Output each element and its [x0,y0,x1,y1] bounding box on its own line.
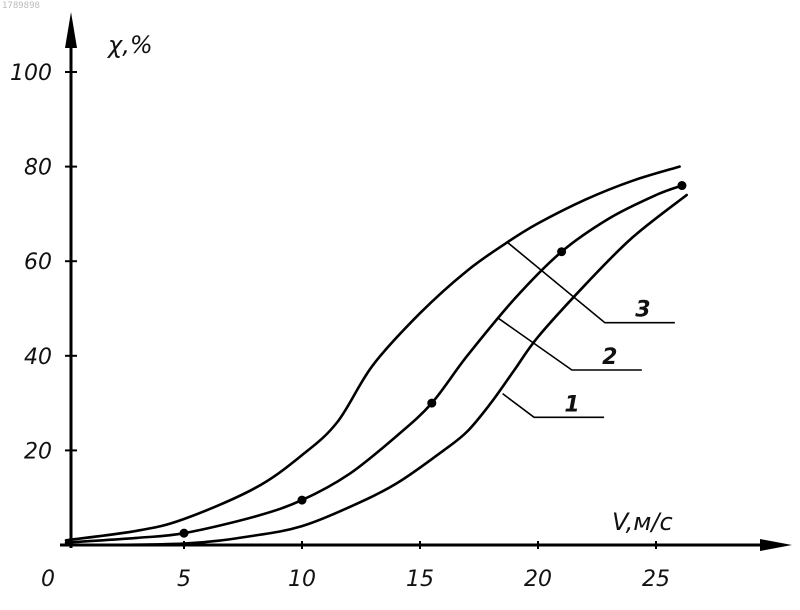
x-axis-arrow [760,539,792,551]
x-tick-label: 5 [177,567,191,592]
y-axis-arrow [65,12,77,48]
x-tick-label: 20 [524,567,552,592]
series-1-leader [503,394,604,418]
series-2-point [180,529,189,538]
series-3-line [66,167,680,541]
series-3-label: 3 [635,298,650,323]
series-2-point [557,247,566,256]
series-2-point [427,399,436,408]
y-tick-label: 40 [24,345,52,370]
series-2-point [298,496,307,505]
leaders: 123 [498,242,675,417]
watermark: 1789898 [2,1,40,11]
series-2-point [677,181,686,190]
x-tick-label: 10 [288,567,316,592]
curves [66,167,687,545]
x-axis-title: V,м/с [612,508,673,536]
y-tick-label: 80 [24,156,52,181]
axes [60,12,792,551]
y-tick-label: 20 [24,439,52,464]
x-tick-label: 0 [41,567,55,592]
series-1-label: 1 [564,392,579,417]
y-tick-label: 100 [10,61,52,86]
y-tick-label: 60 [24,250,52,275]
x-tick-label: 15 [406,567,434,592]
series-2-label: 2 [602,345,617,370]
x-tick-label: 25 [642,567,670,592]
y-axis-title: χ,% [106,31,153,59]
